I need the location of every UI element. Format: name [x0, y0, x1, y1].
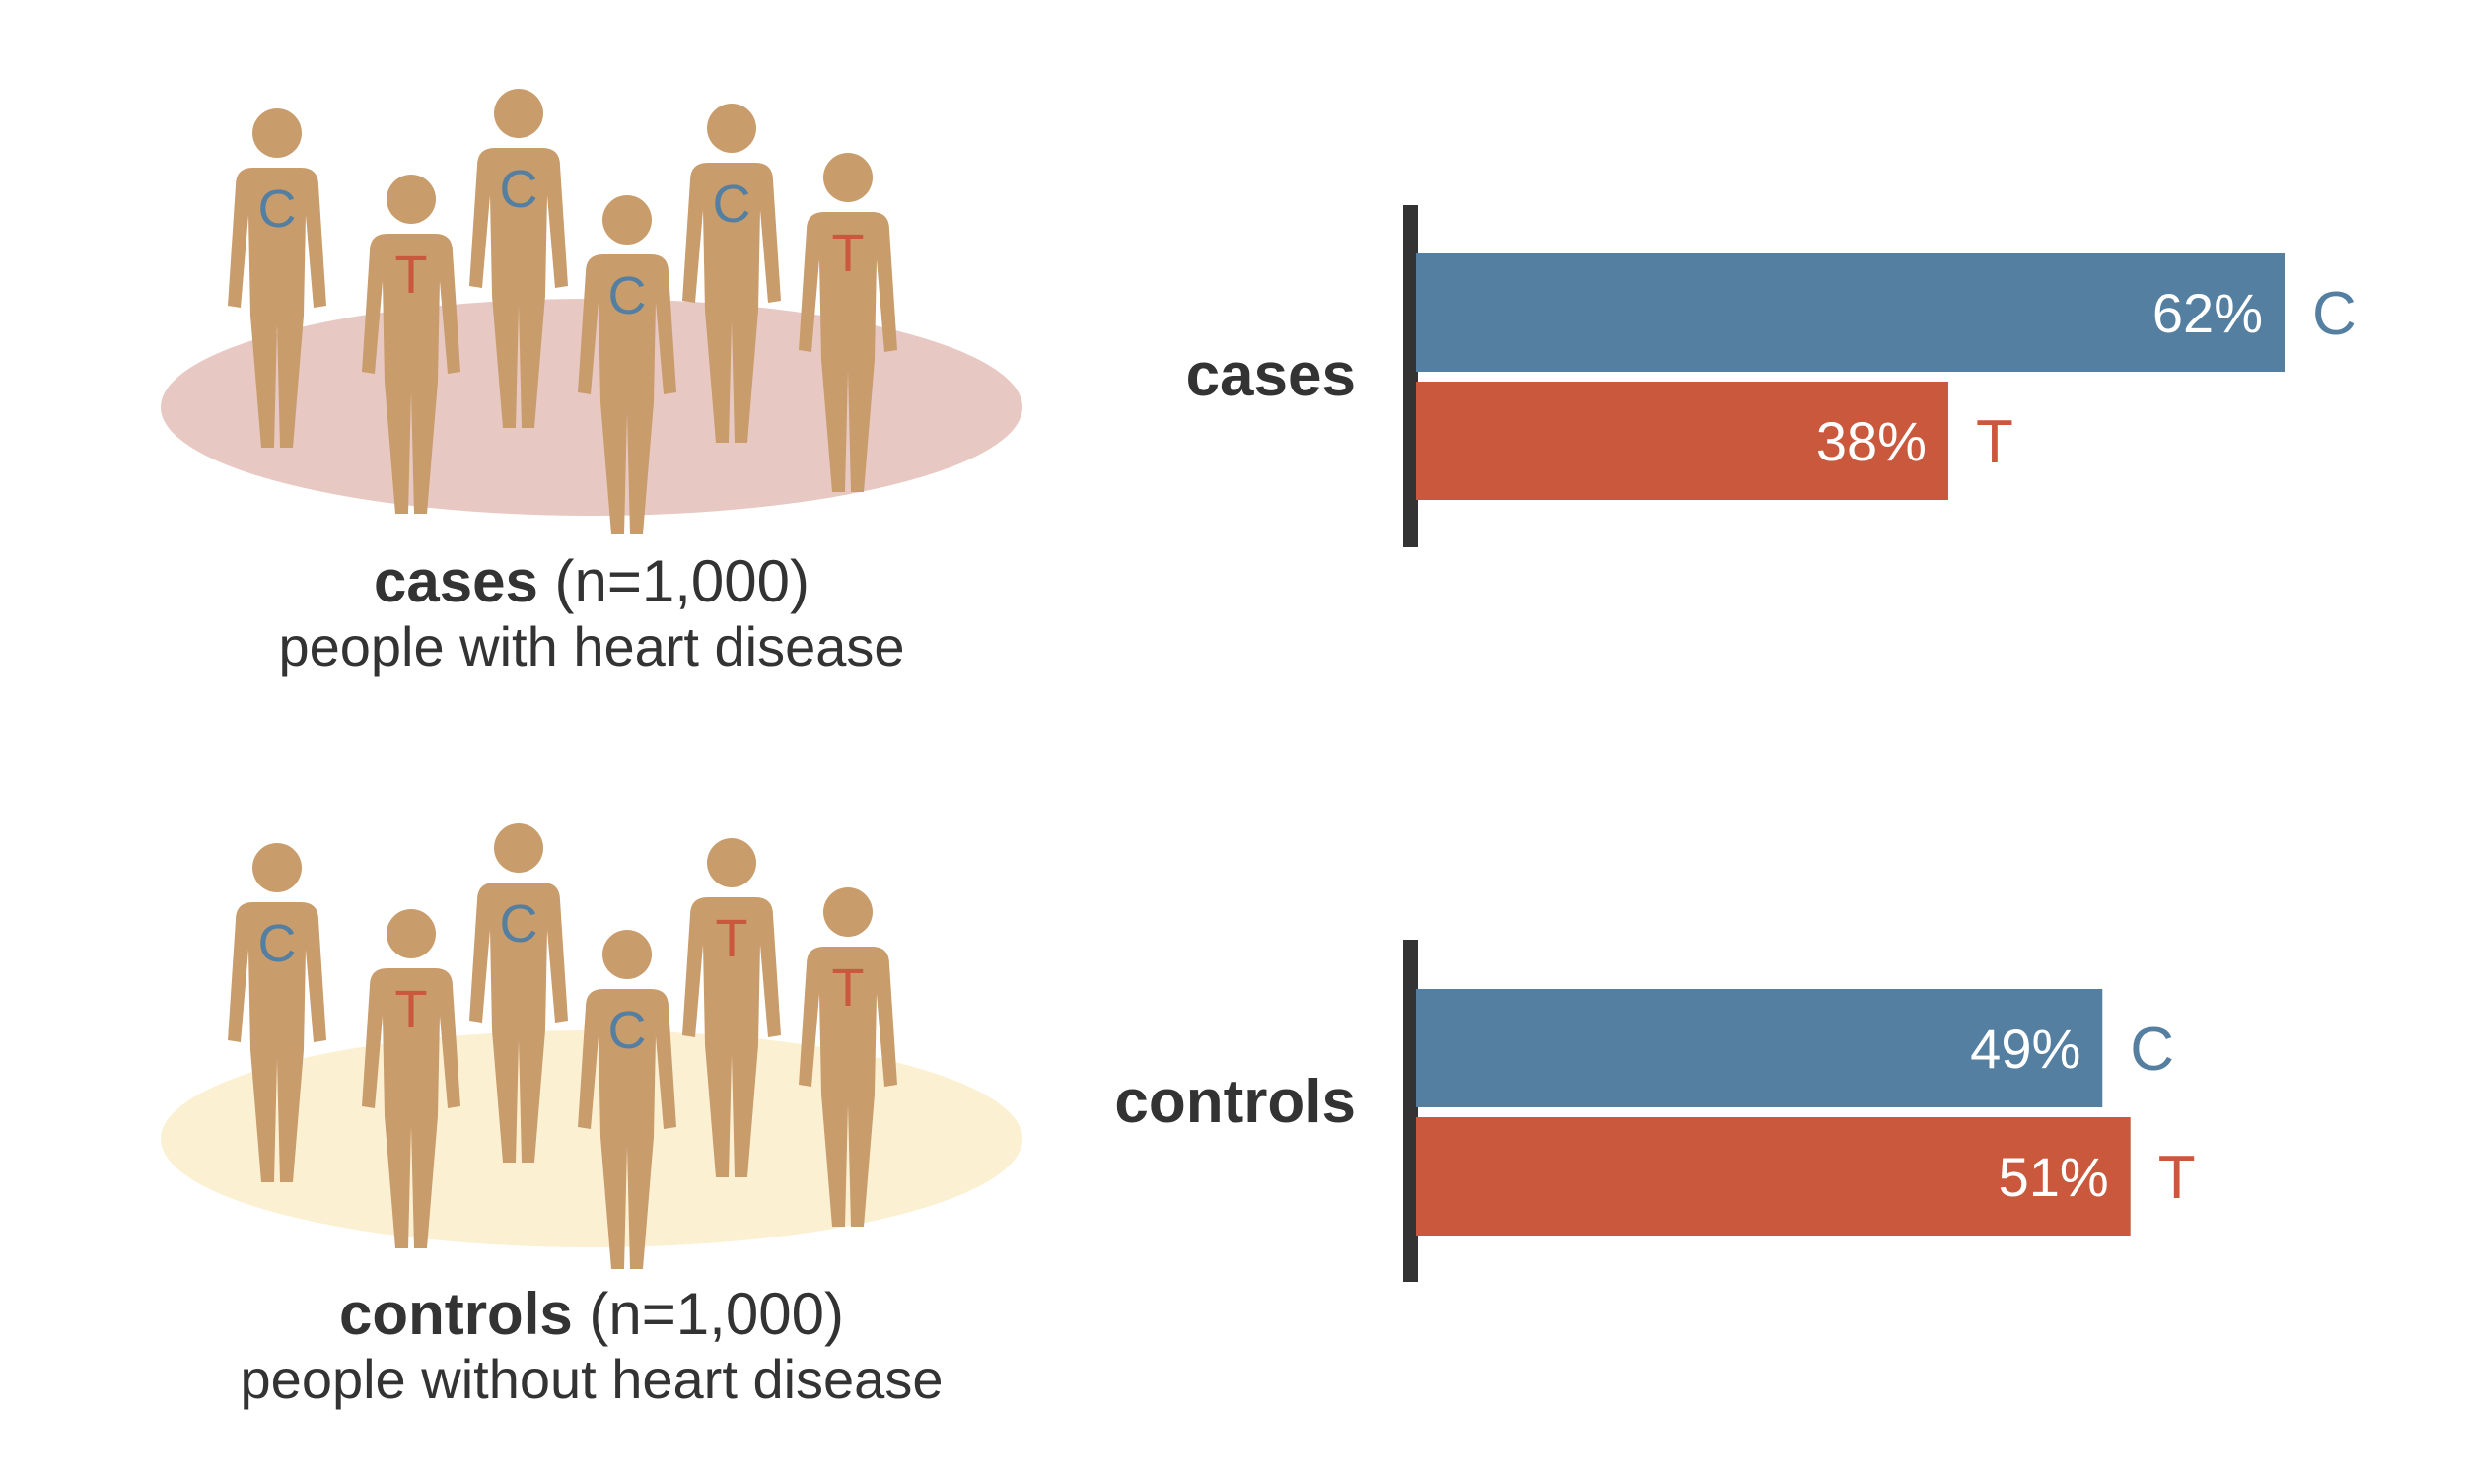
- chart-group-controls: 49% C 51% T: [1403, 940, 2196, 1282]
- bar-series-label: T: [2158, 1144, 2196, 1212]
- person-head: [252, 108, 302, 158]
- person-head: [494, 89, 543, 138]
- person-allele-label: T: [716, 909, 748, 968]
- controls-crowd: C T C C T T: [161, 823, 1022, 1269]
- person-body: [682, 897, 781, 1177]
- chart-axis-line: [1403, 940, 1418, 1282]
- bar-value-label: 49%: [1970, 1018, 2080, 1080]
- person-body: [682, 163, 781, 443]
- person-head: [707, 838, 756, 887]
- person-allele-label: T: [395, 980, 428, 1039]
- controls-n: (n=1,000): [589, 1281, 844, 1347]
- person-body: [578, 989, 676, 1269]
- person-allele-label: C: [500, 894, 538, 954]
- person-allele-label: C: [608, 266, 647, 325]
- cases-crowd: C T C C C T: [161, 89, 1022, 534]
- person-icon: T: [682, 838, 781, 1177]
- chart-axis-line: [1403, 205, 1418, 547]
- person-allele-label: C: [713, 175, 751, 234]
- person-icon: C: [469, 89, 568, 428]
- controls-description: people without heart disease: [240, 1348, 944, 1410]
- cases-description: people with heart disease: [278, 615, 905, 677]
- person-allele-label: T: [832, 224, 865, 283]
- cases-caption: cases (n=1,000) people with heart diseas…: [39, 547, 1144, 678]
- person-head: [387, 175, 436, 224]
- person-body: [228, 902, 326, 1182]
- person-body: [362, 234, 460, 514]
- person-allele-label: C: [258, 179, 297, 239]
- person-body: [362, 968, 460, 1248]
- person-head: [823, 887, 873, 937]
- person-allele-label: T: [395, 246, 428, 305]
- person-allele-label: C: [258, 914, 297, 973]
- person-icon: C: [469, 823, 568, 1163]
- bar-controls-C: [1416, 989, 2103, 1107]
- person-allele-label: T: [832, 958, 865, 1018]
- bar-cases-T: [1416, 382, 1948, 500]
- person-body: [799, 212, 897, 492]
- bar-series-label: T: [1976, 408, 2013, 476]
- chart-category-controls: controls: [1114, 1068, 1356, 1136]
- chart-group-cases: 62% C 38% T: [1403, 205, 2357, 547]
- person-icon: C: [228, 108, 326, 448]
- controls-caption-title: controls (n=1,000): [39, 1280, 1144, 1348]
- person-head: [602, 930, 652, 979]
- person-head: [387, 909, 436, 958]
- person-body: [799, 947, 897, 1227]
- person-head: [602, 195, 652, 245]
- bar-controls-T: [1416, 1117, 2131, 1236]
- person-icon: T: [799, 887, 897, 1227]
- bar-cases-C: [1416, 253, 2285, 372]
- person-head: [494, 823, 543, 873]
- bar-value-label: 62%: [2152, 282, 2263, 344]
- bar-value-label: 38%: [1816, 410, 1927, 472]
- cases-name: cases: [373, 548, 538, 614]
- person-head: [707, 104, 756, 153]
- person-icon: C: [578, 195, 676, 534]
- person-body: [578, 254, 676, 534]
- person-head: [252, 843, 302, 892]
- person-icon: T: [362, 909, 460, 1248]
- cases-caption-title: cases (n=1,000): [39, 547, 1144, 615]
- controls-name: controls: [339, 1281, 573, 1347]
- bar-series-label: C: [2130, 1016, 2174, 1084]
- bar-value-label: 51%: [1999, 1146, 2109, 1208]
- person-icon: T: [799, 153, 897, 492]
- person-body: [228, 168, 326, 448]
- person-icon: C: [578, 930, 676, 1269]
- person-body: [469, 148, 568, 428]
- bar-series-label: C: [2312, 280, 2357, 348]
- controls-caption: controls (n=1,000) people without heart …: [39, 1280, 1144, 1411]
- person-icon: C: [682, 104, 781, 443]
- person-head: [823, 153, 873, 202]
- person-allele-label: C: [500, 160, 538, 219]
- person-allele-label: C: [608, 1001, 647, 1060]
- person-icon: T: [362, 175, 460, 514]
- cases-n: (n=1,000): [554, 548, 810, 614]
- chart-category-cases: cases: [1185, 341, 1356, 409]
- person-body: [469, 883, 568, 1163]
- person-icon: C: [228, 843, 326, 1182]
